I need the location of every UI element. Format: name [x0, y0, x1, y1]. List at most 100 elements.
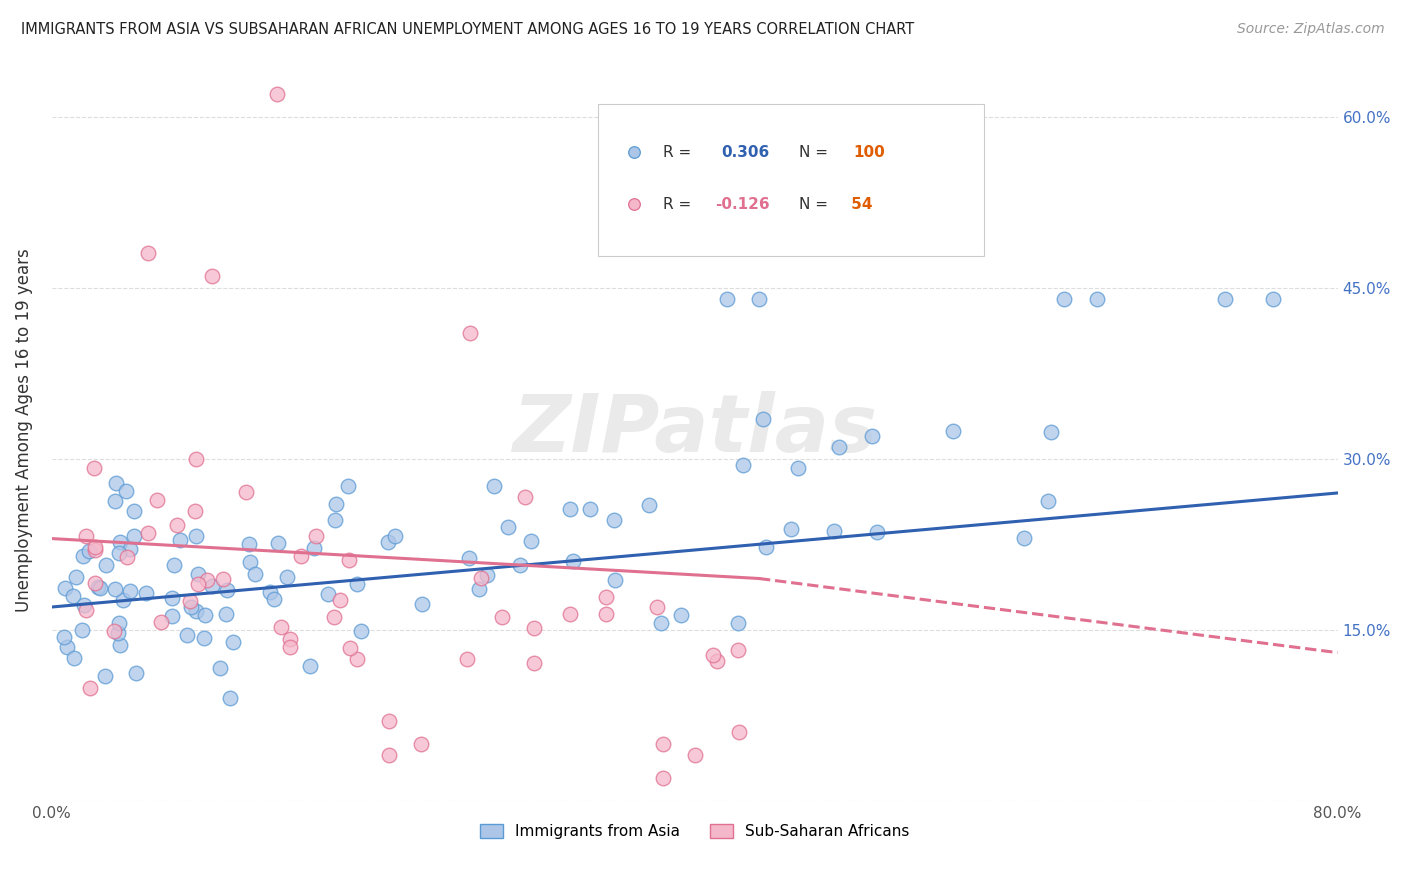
Point — [72, 549, 94, 563]
Text: R =: R = — [662, 145, 696, 160]
Point — [53, 582, 76, 596]
Point — [104, 494, 127, 508]
Point — [496, 519, 519, 533]
Point — [87, 580, 110, 594]
Point — [108, 638, 131, 652]
Point — [519, 533, 541, 548]
Point — [108, 535, 131, 549]
Point — [278, 632, 301, 647]
Point — [823, 524, 845, 538]
Point — [163, 558, 186, 572]
Point — [651, 771, 673, 785]
Point — [1039, 425, 1062, 439]
Point — [378, 748, 401, 763]
Point — [748, 292, 770, 306]
Point — [482, 479, 505, 493]
Point — [107, 625, 129, 640]
Point — [186, 451, 208, 466]
Point — [84, 543, 107, 558]
Point — [238, 537, 260, 551]
Point — [63, 651, 86, 665]
Point — [111, 592, 134, 607]
Text: -0.126: -0.126 — [716, 196, 770, 211]
Point — [108, 615, 131, 630]
Point — [522, 657, 544, 671]
Point — [169, 533, 191, 547]
Point — [702, 648, 724, 662]
Point — [201, 269, 224, 284]
Point — [75, 602, 97, 616]
Point — [84, 540, 107, 554]
Point — [755, 540, 778, 554]
Point — [683, 748, 706, 763]
Point — [377, 535, 399, 549]
Text: R =: R = — [662, 196, 696, 211]
Point — [456, 652, 478, 666]
Point — [339, 640, 361, 655]
Point — [62, 590, 84, 604]
Text: ZIPatlas: ZIPatlas — [512, 392, 877, 469]
Point — [179, 593, 201, 607]
Point — [124, 529, 146, 543]
Point — [115, 549, 138, 564]
Point — [828, 441, 851, 455]
Text: 54: 54 — [846, 196, 873, 211]
Point — [752, 412, 775, 426]
Point — [215, 607, 238, 621]
Point — [53, 630, 76, 644]
Point — [65, 569, 87, 583]
Text: IMMIGRANTS FROM ASIA VS SUBSAHARAN AFRICAN UNEMPLOYMENT AMONG AGES 16 TO 19 YEAR: IMMIGRANTS FROM ASIA VS SUBSAHARAN AFRIC… — [21, 22, 914, 37]
Point — [266, 87, 288, 101]
Point — [1038, 494, 1060, 508]
Point — [322, 610, 344, 624]
Point — [136, 526, 159, 541]
Point — [276, 570, 298, 584]
Point — [298, 659, 321, 673]
Point — [184, 504, 207, 518]
Point — [166, 518, 188, 533]
Point — [727, 615, 749, 630]
Point — [942, 425, 965, 439]
Point — [103, 624, 125, 639]
Point — [187, 567, 209, 582]
Point — [602, 513, 624, 527]
Point — [146, 492, 169, 507]
Point — [104, 582, 127, 596]
Point — [645, 600, 668, 615]
Point — [411, 737, 433, 751]
Point — [184, 604, 207, 618]
Point — [150, 615, 173, 629]
Point — [1213, 292, 1236, 306]
Point — [560, 502, 582, 516]
FancyBboxPatch shape — [598, 104, 984, 256]
Point — [595, 607, 617, 621]
Point — [120, 584, 142, 599]
Point — [75, 528, 97, 542]
Point — [96, 558, 118, 573]
Point — [290, 549, 312, 563]
Point — [860, 429, 883, 443]
Point — [378, 714, 401, 728]
Point — [302, 541, 325, 555]
Point — [706, 655, 728, 669]
Point — [562, 554, 585, 568]
Point — [470, 571, 492, 585]
Point — [411, 597, 433, 611]
Point — [509, 558, 531, 573]
Point — [329, 593, 352, 607]
Point — [733, 458, 755, 472]
Point — [70, 623, 93, 637]
Point — [160, 608, 183, 623]
Point — [727, 643, 749, 657]
Text: N =: N = — [799, 196, 832, 211]
Point — [104, 476, 127, 491]
Point — [579, 502, 602, 516]
Y-axis label: Unemployment Among Ages 16 to 19 years: Unemployment Among Ages 16 to 19 years — [15, 248, 32, 612]
Point — [125, 665, 148, 680]
Point — [195, 573, 218, 587]
Point — [79, 681, 101, 695]
Point — [73, 598, 96, 612]
Point — [122, 504, 145, 518]
Point — [209, 661, 232, 675]
Point — [278, 640, 301, 655]
